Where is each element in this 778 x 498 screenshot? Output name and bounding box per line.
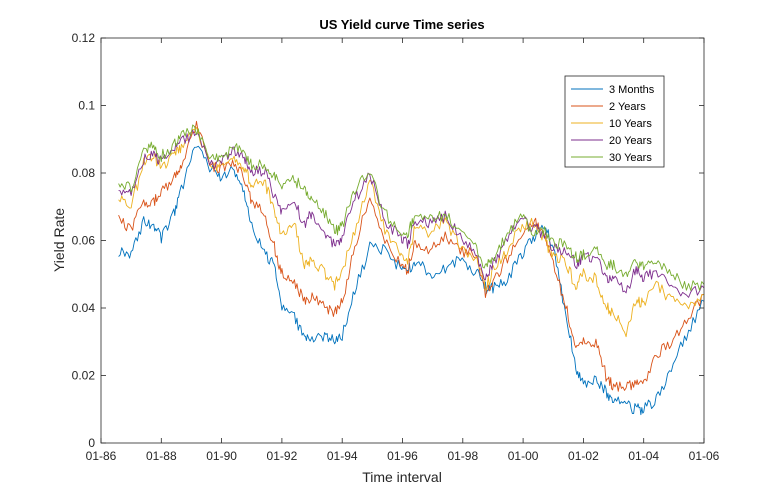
legend-label: 20 Years: [609, 135, 652, 147]
legend: 3 Months 2 Years 10 Years 20 Years 30 Years: [564, 75, 665, 168]
series-line-4: [118, 124, 705, 291]
x-tick-label: 01-94: [327, 449, 358, 463]
legend-box: [564, 75, 665, 168]
y-axis-label: Yield Rate: [51, 208, 67, 272]
y-tick-label: 0.04: [72, 301, 96, 315]
x-tick-label: 01-92: [267, 449, 298, 463]
x-axis: 01-86 01-88 01-90 01-92 01-94 01-96 01-98 01-00…: [86, 38, 720, 463]
y-tick-label: 0.12: [72, 31, 96, 45]
x-tick-label: 01-98: [447, 449, 478, 463]
y-tick-label: 0.02: [72, 369, 96, 383]
x-tick-label: 01-06: [689, 449, 720, 463]
series-line-2: [118, 126, 705, 338]
y-axis: 0 0.02 0.04 0.06 0.08 0.1 0.12: [72, 31, 704, 450]
series-line-0: [118, 145, 705, 416]
chart-title: US Yield curve Time series: [319, 17, 484, 32]
x-tick-label: 01-00: [508, 449, 539, 463]
legend-label: 2 Years: [609, 101, 646, 113]
y-tick-label: 0: [88, 436, 95, 450]
legend-label: 30 Years: [609, 152, 652, 164]
x-axis-label: Time interval: [362, 469, 442, 485]
x-tick-label: 01-04: [628, 449, 659, 463]
series-layer: [118, 120, 705, 416]
x-tick-label: 01-90: [206, 449, 237, 463]
series-line-3: [118, 129, 705, 298]
legend-label: 10 Years: [609, 118, 652, 130]
legend-label: 3 Months: [609, 84, 655, 96]
x-tick-label: 01-86: [86, 449, 117, 463]
y-tick-label: 0.1: [78, 99, 95, 113]
y-tick-label: 0.08: [72, 166, 96, 180]
x-tick-label: 01-88: [146, 449, 177, 463]
x-tick-label: 01-02: [568, 449, 599, 463]
y-tick-label: 0.06: [72, 234, 96, 248]
x-tick-label: 01-96: [387, 449, 418, 463]
